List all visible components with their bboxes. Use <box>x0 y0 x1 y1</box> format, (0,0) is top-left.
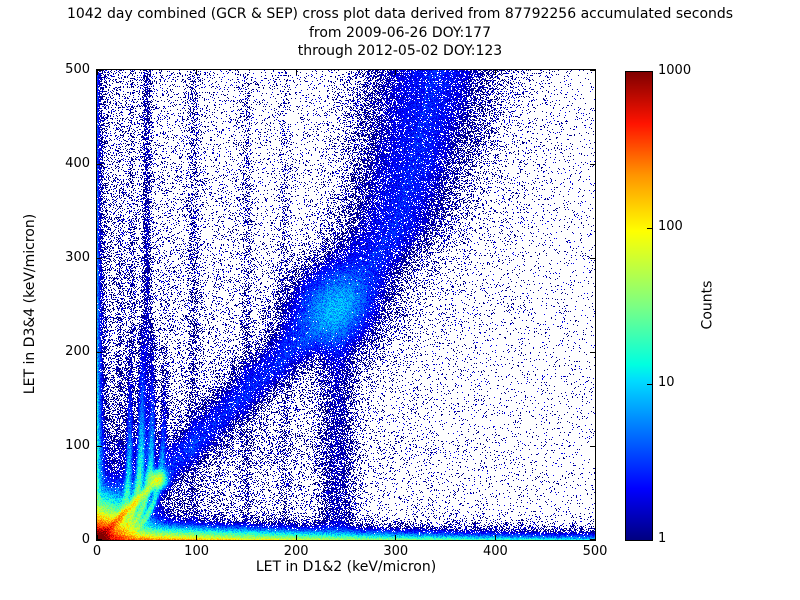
x-tick-mark <box>594 535 596 540</box>
x-axis-label: LET in D1&2 (keV/micron) <box>255 559 437 575</box>
x-tick-label: 200 <box>283 544 309 559</box>
colorbar-gradient <box>626 72 652 540</box>
colorbar-tick-label: 1000 <box>658 63 692 78</box>
x-tick-mark <box>494 535 496 540</box>
colorbar <box>625 71 653 541</box>
colorbar-tick-label: 100 <box>658 219 683 234</box>
x-tick-mark <box>96 535 98 540</box>
y-axis-label: LET in D3&4 (keV/micron) <box>22 213 38 395</box>
y-tick-label: 300 <box>65 250 90 265</box>
y-tick-label: 200 <box>65 344 90 359</box>
y-tick-mark <box>590 352 595 353</box>
x-tick-mark <box>494 70 496 75</box>
chart-title: 1042 day combined (GCR & SEP) cross plot… <box>0 5 800 61</box>
y-tick-mark <box>590 446 595 447</box>
colorbar-tick-mark <box>647 227 652 229</box>
colorbar-label: Counts <box>699 280 715 330</box>
y-tick-mark <box>97 258 102 259</box>
x-tick-mark <box>594 70 596 75</box>
title-line-2: from 2009-06-26 DOY:177 <box>308 24 491 41</box>
y-tick-label: 0 <box>81 532 90 547</box>
y-tick-mark <box>590 70 595 71</box>
x-tick-mark <box>196 535 198 540</box>
colorbar-tick-label: 1 <box>658 531 667 546</box>
y-tick-mark <box>97 446 102 447</box>
y-tick-mark <box>97 539 102 540</box>
y-tick-mark <box>590 258 595 259</box>
x-tick-mark <box>295 70 297 75</box>
colorbar-tick-label: 10 <box>658 375 675 390</box>
title-line-1: 1042 day combined (GCR & SEP) cross plot… <box>66 6 734 22</box>
x-tick-mark <box>295 535 297 540</box>
y-tick-label: 500 <box>65 62 90 77</box>
y-tick-mark <box>97 70 102 71</box>
density-canvas <box>97 70 595 540</box>
y-tick-label: 100 <box>65 438 90 453</box>
y-tick-mark <box>97 164 102 165</box>
x-tick-label: 500 <box>582 544 608 559</box>
y-axis-label-wrap: LET in D3&4 (keV/micron) <box>16 69 44 539</box>
x-tick-mark <box>395 535 397 540</box>
y-tick-label: 400 <box>65 156 90 171</box>
y-tick-mark <box>590 164 595 165</box>
y-tick-mark <box>97 352 102 353</box>
y-tick-mark <box>590 539 595 540</box>
x-tick-label: 300 <box>383 544 409 559</box>
x-tick-label: 100 <box>184 544 209 559</box>
x-tick-mark <box>196 70 198 75</box>
colorbar-label-wrap: Counts <box>692 71 722 539</box>
x-tick-mark <box>395 70 397 75</box>
title-line-3: through 2012-05-02 DOY:123 <box>297 43 503 59</box>
x-tick-label: 400 <box>482 544 508 559</box>
colorbar-tick-mark <box>647 383 652 385</box>
x-tick-mark <box>96 70 98 75</box>
plot-area <box>96 69 596 541</box>
x-tick-label: 0 <box>92 544 102 559</box>
